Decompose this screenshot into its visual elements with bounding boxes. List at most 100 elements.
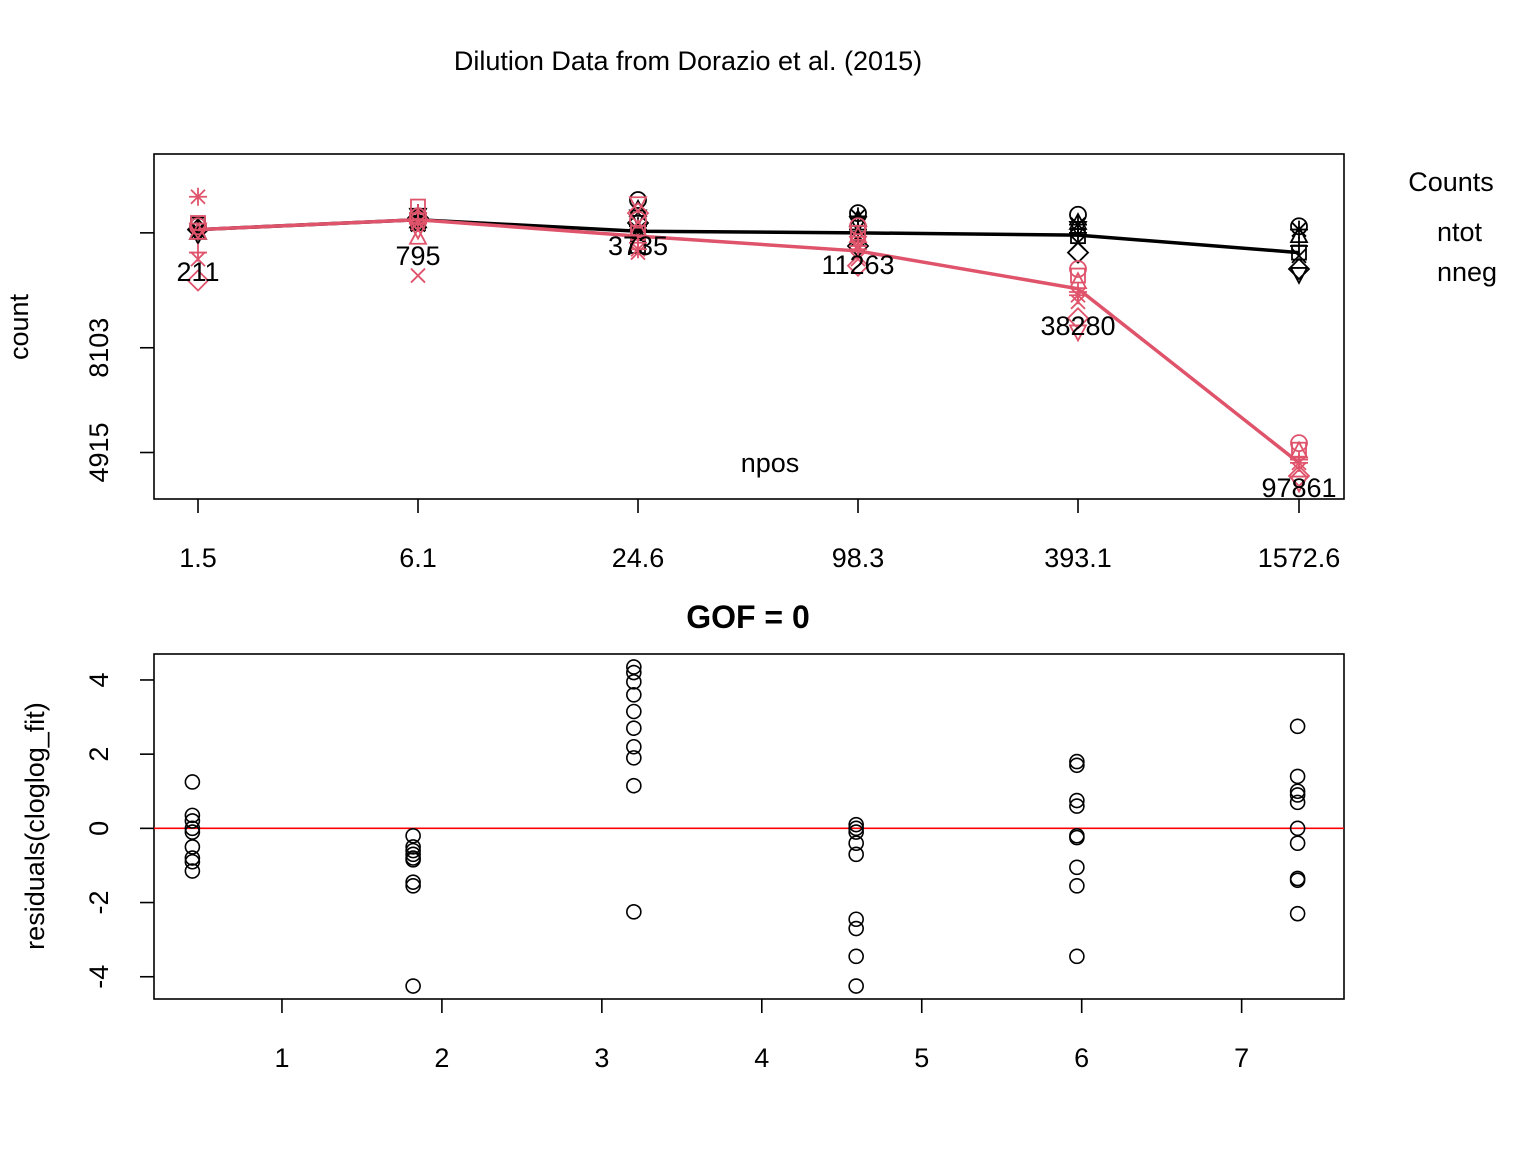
residual-point bbox=[1069, 829, 1085, 846]
y-tick-label-0: 4915 bbox=[84, 422, 114, 482]
data-point-ntot bbox=[1287, 257, 1311, 281]
residual-point bbox=[626, 659, 642, 675]
residual-point bbox=[184, 824, 201, 840]
residual-point bbox=[1289, 768, 1306, 785]
res-x-tick-label-0: 1 bbox=[274, 1043, 289, 1073]
x-tick-label-1: 6.1 bbox=[399, 543, 437, 573]
data-point-nneg bbox=[849, 217, 867, 236]
residual-point bbox=[626, 738, 642, 755]
x-tick-label-3: 98.3 bbox=[832, 543, 885, 573]
residual-point bbox=[1289, 787, 1306, 803]
data-point-ntot bbox=[1290, 220, 1308, 239]
residual-point bbox=[848, 846, 864, 863]
data-point-nneg bbox=[1289, 475, 1309, 494]
data-point-nneg bbox=[188, 222, 208, 241]
residuals-ylabel: residuals(cloglog_fit) bbox=[20, 702, 50, 950]
data-point-nneg bbox=[626, 201, 650, 225]
residual-point bbox=[405, 874, 421, 890]
residual-point bbox=[1289, 783, 1306, 800]
data-point-ntot bbox=[629, 220, 647, 239]
data-point-ntot bbox=[1291, 248, 1307, 264]
data-point-nneg bbox=[628, 196, 648, 215]
res-x-tick-label-6: 7 bbox=[1234, 1043, 1249, 1073]
data-point-nneg bbox=[1070, 267, 1086, 284]
residual-point bbox=[626, 720, 642, 736]
residual-point bbox=[848, 911, 864, 928]
residual-point bbox=[1069, 948, 1085, 965]
legend-entry-nneg: nneg bbox=[1437, 257, 1497, 287]
data-point-nneg bbox=[190, 215, 206, 231]
dilution-ylabel: count bbox=[4, 293, 34, 360]
data-point-nneg bbox=[1066, 307, 1090, 330]
residual-point bbox=[626, 664, 642, 681]
residual-point bbox=[184, 774, 201, 790]
residual-point bbox=[184, 853, 201, 870]
res-y-tick-label-1: -2 bbox=[84, 891, 114, 915]
npos-label-0: 211 bbox=[176, 257, 219, 287]
residual-point bbox=[848, 978, 864, 994]
dilution-xlabel: npos bbox=[741, 448, 800, 478]
residual-point bbox=[626, 904, 642, 920]
dilution-panel: count npos 1.5 6.1 24.6 98.3 393.1 1572.6 4915… bbox=[4, 153, 1497, 573]
residual-point bbox=[1289, 835, 1306, 851]
residuals-panel: GOF = 0 residuals(cloglog_fit) 1 2 3 4 5 6 7 -4… bbox=[20, 599, 1345, 1073]
npos-label-1: 795 bbox=[395, 241, 440, 271]
residuals-title: GOF = 0 bbox=[686, 599, 810, 635]
data-point-ntot bbox=[1069, 215, 1087, 234]
y-tick-label-1: 8103 bbox=[84, 318, 114, 378]
data-point-nneg bbox=[850, 251, 866, 267]
legend-title: Counts bbox=[1408, 167, 1494, 197]
data-point-nneg bbox=[1069, 286, 1087, 305]
res-x-tick-label-4: 5 bbox=[914, 1043, 929, 1073]
residual-point bbox=[405, 839, 421, 855]
residual-point bbox=[626, 687, 642, 703]
residual-point bbox=[626, 703, 642, 720]
residual-point bbox=[1069, 753, 1085, 770]
npos-label-4: 38280 bbox=[1040, 311, 1115, 341]
residual-point bbox=[626, 750, 642, 766]
res-x-tick-label-3: 4 bbox=[754, 1043, 769, 1073]
residual-point bbox=[848, 920, 864, 937]
data-point-nneg bbox=[186, 269, 210, 292]
residual-point bbox=[405, 842, 421, 859]
residual-point bbox=[848, 948, 864, 965]
npos-label-2: 3735 bbox=[608, 231, 668, 261]
residual-point bbox=[848, 824, 864, 840]
data-point-nneg bbox=[629, 240, 647, 259]
residual-point bbox=[1069, 798, 1085, 814]
data-point-nneg bbox=[190, 251, 206, 267]
data-point-ntot bbox=[1291, 244, 1307, 261]
residual-point bbox=[184, 820, 201, 837]
res-y-tick-label-0: -4 bbox=[84, 965, 114, 989]
residual-point bbox=[1289, 718, 1306, 735]
res-x-tick-label-1: 2 bbox=[434, 1043, 449, 1073]
data-point-nneg bbox=[408, 226, 428, 245]
data-point-nneg bbox=[1287, 464, 1311, 488]
data-point-nneg bbox=[410, 267, 426, 284]
data-point-ntot bbox=[1066, 241, 1090, 264]
res-y-tick-label-3: 2 bbox=[84, 747, 114, 762]
data-point-nneg bbox=[189, 217, 207, 236]
residual-point bbox=[848, 820, 864, 837]
residual-point bbox=[848, 816, 864, 833]
x-tick-label-0: 1.5 bbox=[179, 543, 217, 573]
legend-entry-ntot: ntot bbox=[1437, 217, 1483, 247]
x-tick-label-4: 393.1 bbox=[1044, 543, 1112, 573]
residual-point bbox=[1069, 878, 1085, 894]
x-tick-label-2: 24.6 bbox=[612, 543, 665, 573]
residual-point bbox=[405, 846, 421, 863]
res-y-tick-label-2: 0 bbox=[84, 821, 114, 836]
data-point-nneg bbox=[849, 237, 867, 255]
dilution-plot-box bbox=[153, 153, 1345, 500]
figure-title: Dilution Data from Dorazio et al. (2015) bbox=[454, 46, 922, 76]
residuals-plot-box bbox=[153, 653, 1345, 1000]
res-x-tick-label-2: 3 bbox=[594, 1043, 609, 1073]
residual-point bbox=[848, 835, 864, 851]
series-line-nneg bbox=[197, 217, 1301, 465]
residual-point bbox=[626, 674, 642, 690]
res-y-tick-label-4: 4 bbox=[84, 672, 114, 687]
residual-point bbox=[1069, 792, 1085, 809]
residual-point bbox=[405, 827, 421, 844]
data-point-nneg bbox=[410, 198, 426, 215]
